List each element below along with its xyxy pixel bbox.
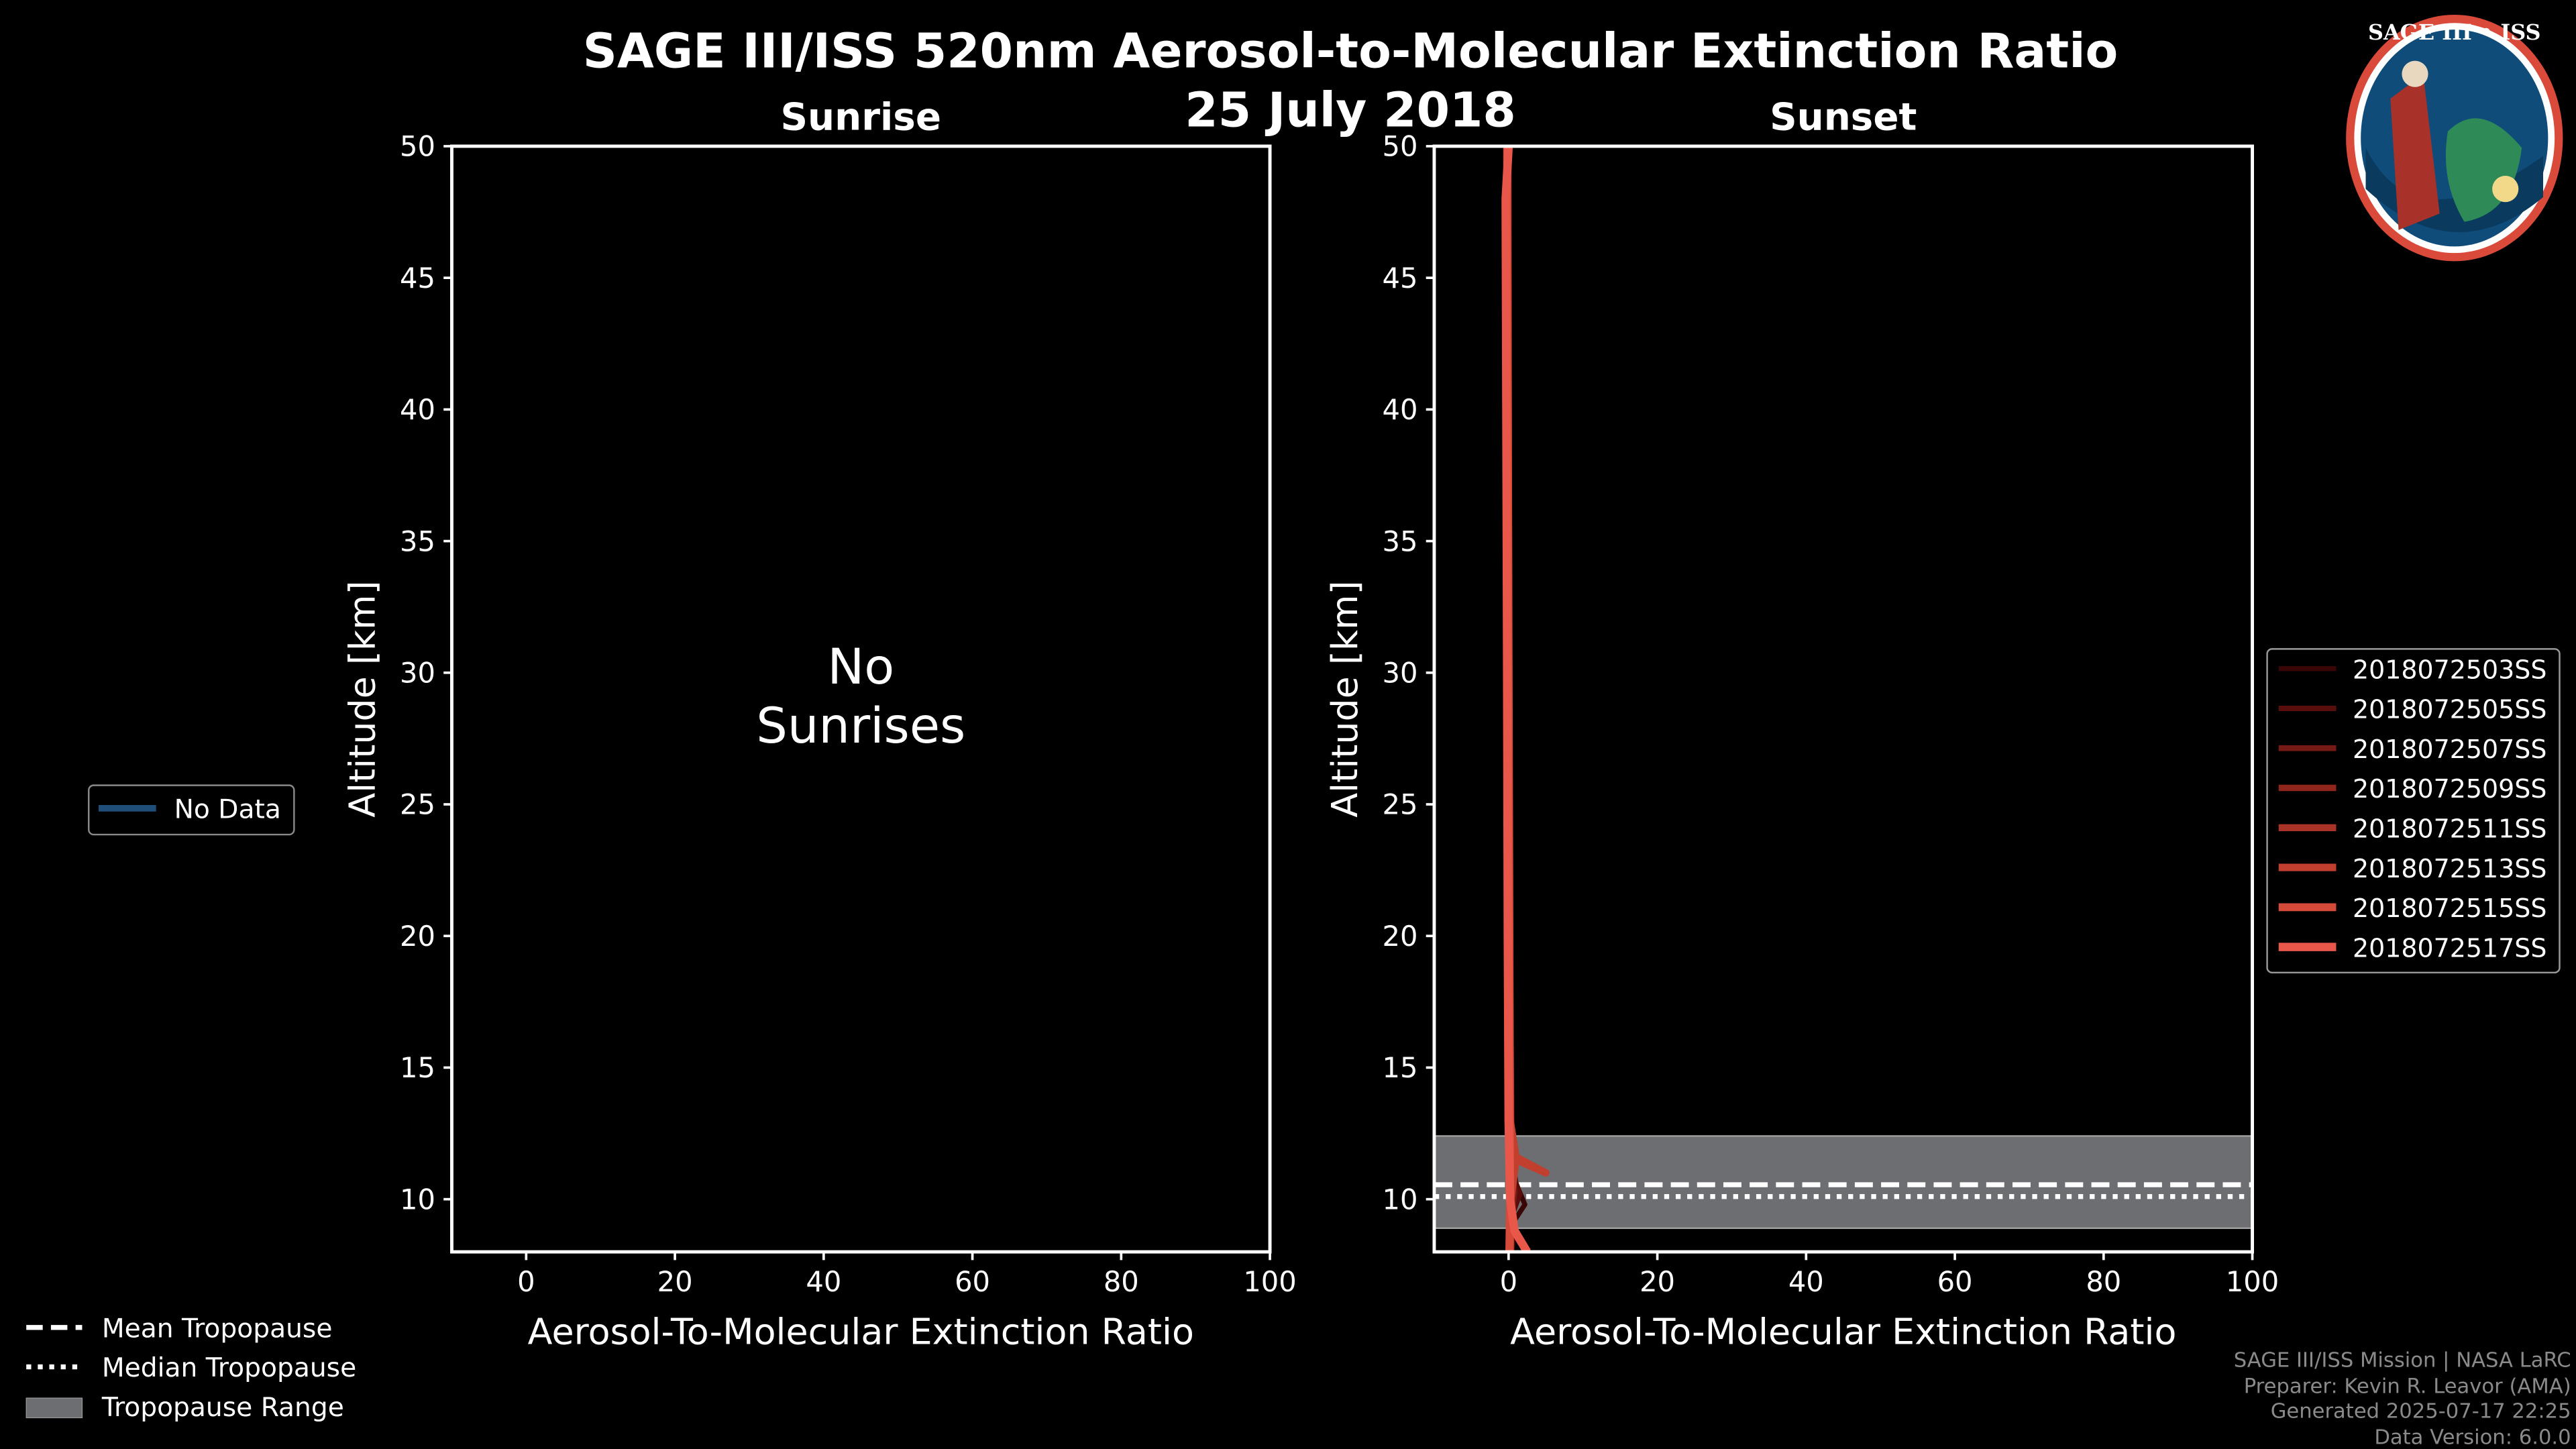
footer-data-version: Data Version: 6.0.0: [2374, 1426, 2571, 1449]
x-tick-label: 80: [1104, 1265, 1139, 1298]
logo-title: SAGE III • ISS: [2368, 19, 2541, 45]
x-tick-label: 100: [1243, 1265, 1296, 1298]
legend-entry: 2018072503SS: [2353, 655, 2547, 684]
x-axis-label: Aerosol-To-Molecular Extinction Ratio: [528, 1310, 1194, 1352]
tropopause-range-swatch: [25, 1397, 83, 1419]
no-data-annotation: No: [827, 639, 894, 696]
y-tick-label: 40: [1383, 393, 1418, 426]
sunrise-panel: 0 20 40 60 80 100 10 15 20 25 30 35 40 45 50 Aerosol-To…: [341, 95, 1296, 1352]
y-tick-label: 20: [1383, 920, 1418, 953]
y-tick-label: 35: [400, 525, 435, 557]
y-axis-label: Altitude [km]: [341, 580, 383, 817]
y-tick-label: 15: [1383, 1051, 1418, 1084]
legend-entry: 2018072507SS: [2353, 735, 2547, 764]
axes-frame: [1432, 144, 2254, 1254]
y-tick-label: 50: [1383, 130, 1418, 163]
legend-tropopause-range: Tropopause Range: [101, 1393, 344, 1423]
no-data-legend: No Data: [88, 784, 295, 836]
legend-entry: 2018072509SS: [2353, 774, 2547, 804]
no-data-annotation: Sunrises: [756, 698, 965, 755]
y-tick-label: 25: [1383, 788, 1418, 821]
axes-frame: [450, 144, 1272, 1254]
y-tick-label: 30: [400, 656, 435, 689]
x-tick-label: 60: [955, 1265, 990, 1298]
sage-iii-iss-logo: SAGE III • ISS: [2346, 15, 2563, 262]
tropopause-legend: Mean Tropopause Median Tropopause Tropop…: [25, 1313, 356, 1423]
x-axis-label: Aerosol-To-Molecular Extinction Ratio: [1510, 1310, 2176, 1352]
panel-title: Sunset: [1770, 95, 1917, 139]
y-tick-label: 10: [400, 1183, 435, 1216]
x-tick-label: 40: [1788, 1265, 1824, 1298]
x-tick-label: 20: [657, 1265, 693, 1298]
x-tick-label: 80: [2086, 1265, 2121, 1298]
x-tick-label: 0: [517, 1265, 535, 1298]
y-tick-label: 30: [1383, 656, 1418, 689]
y-tick-label: 25: [400, 788, 435, 821]
legend-entry: 2018072511SS: [2353, 814, 2547, 843]
y-tick-label: 40: [400, 393, 435, 426]
x-tick-label: 40: [806, 1265, 841, 1298]
y-tick-label: 50: [400, 130, 435, 163]
legend-mean-tropopause: Mean Tropopause: [102, 1313, 333, 1344]
x-tick-label: 20: [1640, 1265, 1675, 1298]
legend-entry: 2018072515SS: [2353, 894, 2547, 923]
y-tick-label: 45: [400, 262, 435, 294]
no-data-label: No Data: [174, 795, 281, 825]
legend-entry: 2018072517SS: [2353, 933, 2547, 963]
footer-generated: Generated 2025-07-17 22:25: [2271, 1399, 2571, 1423]
y-tick-label: 45: [1383, 262, 1418, 294]
footer-credits: SAGE III/ISS Mission | NASA LaRC Prepare…: [2234, 1349, 2571, 1449]
legend-entry: 2018072513SS: [2353, 854, 2547, 883]
legend-frame: [2266, 648, 2561, 974]
y-tick-label: 15: [400, 1051, 435, 1084]
sunset-series-legend: 2018072503SS 2018072505SS 2018072507SS 2018…: [2266, 648, 2561, 974]
legend-median-tropopause: Median Tropopause: [102, 1353, 356, 1383]
footer-preparer: Preparer: Kevin R. Leavor (AMA): [2244, 1375, 2571, 1399]
panel-title: Sunrise: [780, 95, 941, 139]
y-axis-label: Altitude [km]: [1324, 580, 1366, 817]
y-tick-label: 35: [1383, 525, 1418, 557]
x-tick-label: 60: [1937, 1265, 1973, 1298]
x-tick-label: 0: [1500, 1265, 1517, 1298]
footer-mission: SAGE III/ISS Mission | NASA LaRC: [2234, 1349, 2571, 1373]
figure-subtitle-date: 25 July 2018: [1185, 83, 1516, 138]
series-group: [1501, 146, 1550, 1252]
legend-entry: 2018072505SS: [2353, 695, 2547, 724]
y-tick-label: 20: [400, 920, 435, 953]
tropopause-range-band: [1433, 1135, 2253, 1230]
series-line-2018072517SS: [1501, 146, 1531, 1252]
y-tick-label: 10: [1383, 1183, 1418, 1216]
x-tick-label: 100: [2226, 1265, 2279, 1298]
sunset-panel: 0 20 40 60 80 100 10 15 20 25 30 35 40 45 50 Aerosol-To…: [1324, 95, 2279, 1352]
figure-title: SAGE III/ISS 520nm Aerosol-to-Molecular …: [583, 23, 2118, 78]
